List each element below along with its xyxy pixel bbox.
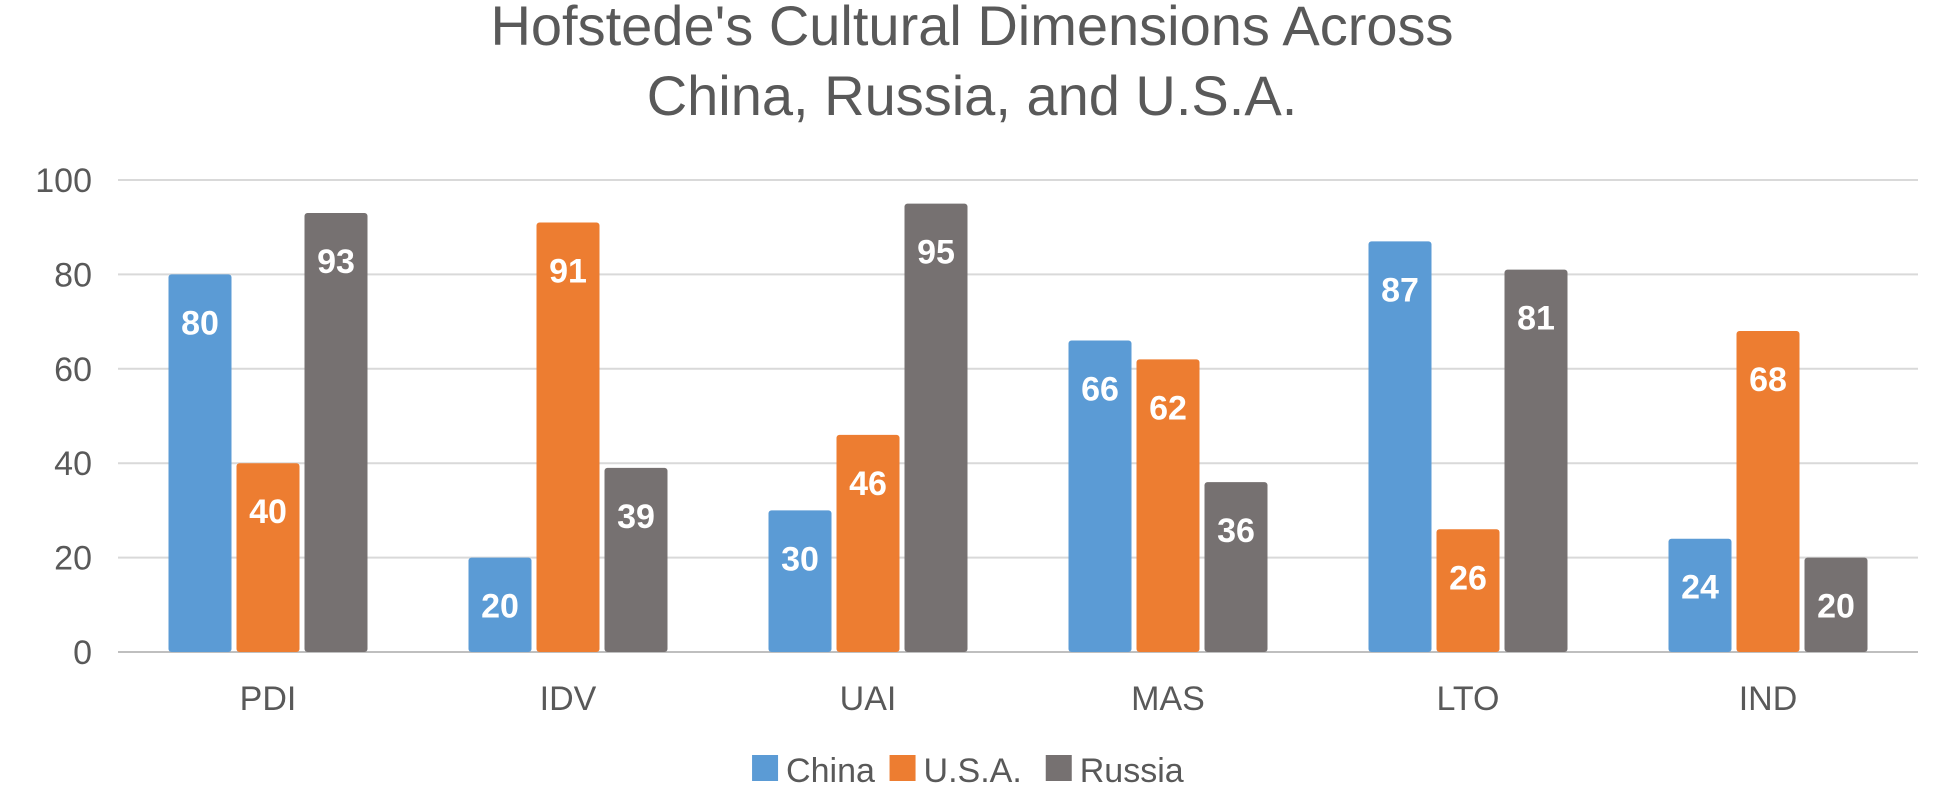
bar-idv-usa bbox=[536, 222, 600, 653]
legend-item-russia: Russia bbox=[1045, 752, 1184, 790]
data-label: 93 bbox=[317, 243, 355, 281]
data-label: 91 bbox=[549, 252, 587, 290]
legend: China U.S.A. Russia bbox=[752, 752, 1184, 790]
data-label: 24 bbox=[1681, 569, 1719, 607]
gridlines bbox=[118, 179, 1918, 653]
bar-mas-china bbox=[1068, 340, 1132, 652]
legend-swatch bbox=[752, 755, 779, 781]
bar-lto-china bbox=[1368, 241, 1432, 653]
bar-ind-usa bbox=[1736, 331, 1800, 652]
x-tick-label: IND bbox=[1739, 680, 1798, 718]
data-label: 68 bbox=[1749, 361, 1787, 399]
x-tick-label: MAS bbox=[1131, 680, 1205, 718]
bar-pdi-usa bbox=[236, 463, 300, 652]
data-label: 66 bbox=[1081, 370, 1119, 408]
bar-ind-russia bbox=[1804, 557, 1868, 652]
bar-uai-usa bbox=[836, 434, 900, 652]
legend-label: China bbox=[786, 752, 875, 790]
data-label: 46 bbox=[849, 465, 887, 503]
y-tick-label: 60 bbox=[54, 351, 92, 389]
data-label: 20 bbox=[481, 588, 519, 626]
bar-lto-russia bbox=[1504, 269, 1568, 652]
x-axis: PDI IDV UAI MAS LTO IND bbox=[240, 680, 1798, 718]
data-label: 62 bbox=[1149, 389, 1187, 427]
chart-title-line-2: China, Russia, and U.S.A. bbox=[647, 64, 1298, 127]
data-label: 36 bbox=[1217, 512, 1255, 550]
x-tick-label: PDI bbox=[240, 680, 297, 718]
x-tick-label: IDV bbox=[540, 680, 597, 718]
legend-swatch bbox=[889, 755, 916, 781]
legend-label: U.S.A. bbox=[924, 752, 1022, 790]
legend-label: Russia bbox=[1080, 752, 1184, 790]
data-label: 39 bbox=[617, 498, 655, 536]
bar-mas-usa bbox=[1136, 359, 1200, 652]
y-tick-label: 0 bbox=[73, 634, 92, 672]
y-tick-label: 40 bbox=[54, 445, 92, 483]
legend-item-usa: U.S.A. bbox=[889, 752, 1022, 790]
bars: 80 40 93 20 91 39 30 46 95 66 62 36 87 26 81 24 68 20 bbox=[168, 203, 1868, 653]
y-tick-label: 20 bbox=[54, 540, 92, 578]
bar-uai-russia bbox=[904, 203, 968, 652]
bar-idv-russia bbox=[604, 467, 668, 652]
y-tick-label: 80 bbox=[54, 256, 92, 294]
bar-lto-usa bbox=[1436, 529, 1500, 652]
data-label: 80 bbox=[181, 304, 219, 342]
data-label: 26 bbox=[1449, 559, 1487, 597]
bar-mas-russia bbox=[1204, 482, 1268, 652]
data-label: 95 bbox=[917, 234, 955, 272]
data-label: 40 bbox=[249, 493, 287, 531]
chart-title-line-1: Hofstede's Cultural Dimensions Across bbox=[490, 0, 1453, 57]
x-tick-label: UAI bbox=[840, 680, 897, 718]
bar-pdi-russia bbox=[304, 213, 368, 653]
data-label: 81 bbox=[1517, 300, 1555, 338]
data-label: 87 bbox=[1381, 271, 1419, 309]
bar-uai-china bbox=[768, 510, 832, 652]
bar-idv-china bbox=[468, 557, 532, 652]
bar-pdi-china bbox=[168, 274, 232, 652]
data-label: 20 bbox=[1817, 588, 1855, 626]
x-tick-label: LTO bbox=[1437, 680, 1500, 718]
y-axis: 0 20 40 60 80 100 bbox=[35, 162, 92, 672]
legend-swatch bbox=[1045, 755, 1072, 781]
bar-ind-china bbox=[1668, 538, 1732, 652]
data-label: 30 bbox=[781, 540, 819, 578]
legend-item-china: China bbox=[752, 752, 875, 790]
y-tick-label: 100 bbox=[35, 162, 92, 200]
